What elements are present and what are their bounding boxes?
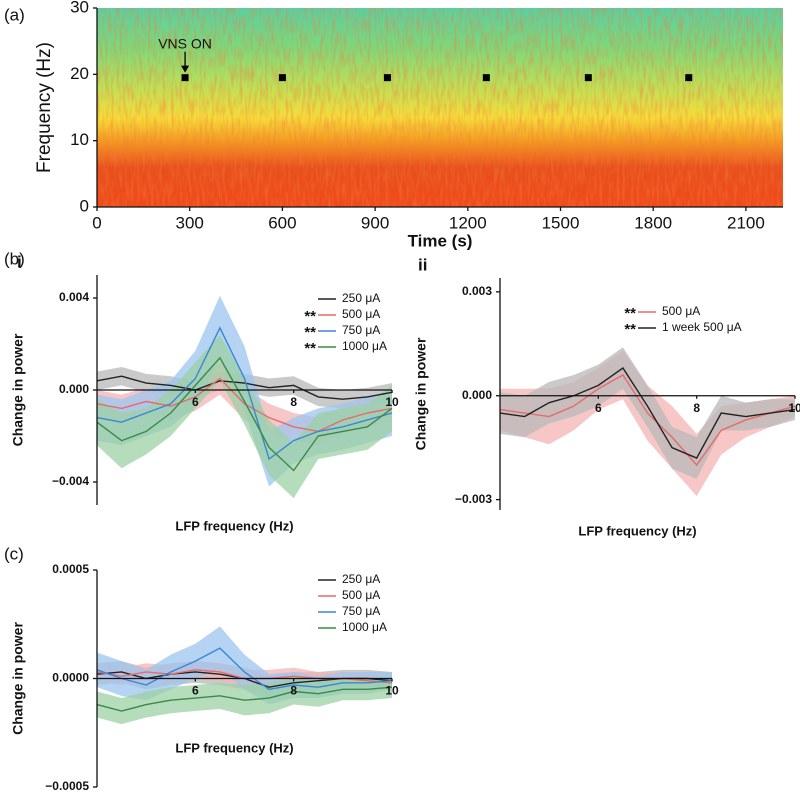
significance-mark: ** bbox=[304, 308, 316, 325]
x-axis-label: LFP frequency (Hz) bbox=[578, 523, 696, 538]
y-tick-label: −0.003 bbox=[455, 492, 492, 506]
x-tick-label: 6 bbox=[192, 395, 199, 409]
legend-label: 250 μA bbox=[342, 291, 380, 305]
significance-mark: ** bbox=[304, 340, 316, 357]
y-tick-label: 0.0000 bbox=[52, 671, 89, 685]
y-tick-label: 0.0005 bbox=[52, 562, 89, 576]
data-line bbox=[499, 367, 796, 459]
y-tick-label: −0.0005 bbox=[45, 779, 89, 792]
y-tick-label: 30 bbox=[70, 0, 89, 16]
x-tick-label: 6 bbox=[595, 401, 602, 415]
legend-label: 1000 μA bbox=[342, 339, 387, 353]
x-tick-label: 8 bbox=[290, 684, 297, 698]
significance-mark: ** bbox=[624, 305, 636, 322]
x-tick-label: 600 bbox=[268, 213, 296, 232]
x-tick-label: 10 bbox=[788, 401, 800, 415]
data-line bbox=[96, 377, 393, 433]
spectrogram-texture bbox=[97, 8, 783, 207]
y-tick-label: −0.004 bbox=[52, 474, 89, 488]
y-tick-label: 0.003 bbox=[462, 284, 492, 298]
x-tick-label: 1200 bbox=[449, 213, 487, 232]
y-axis-label: Frequency (Hz) bbox=[34, 42, 55, 173]
x-tick-label: 1500 bbox=[542, 213, 580, 232]
data-line bbox=[96, 375, 393, 400]
x-tick-label: 2100 bbox=[727, 213, 765, 232]
panel-label: (b) bbox=[4, 249, 25, 268]
x-tick-label: 10 bbox=[385, 395, 399, 409]
y-axis-label: Change in power bbox=[10, 622, 26, 735]
y-tick-label: 0.004 bbox=[59, 290, 89, 304]
legend-label: 500 μA bbox=[662, 304, 700, 318]
x-tick-label: 1800 bbox=[634, 213, 672, 232]
y-axis-label: Change in power bbox=[413, 337, 429, 450]
legend-label: 1 week 500 μA bbox=[662, 320, 742, 334]
y-tick-label: 10 bbox=[70, 130, 89, 149]
x-axis-label: Time (s) bbox=[408, 231, 473, 250]
error-band bbox=[97, 334, 392, 499]
data-line bbox=[499, 374, 796, 467]
legend-label: 500 μA bbox=[342, 588, 380, 602]
data-line bbox=[96, 326, 393, 461]
legend-label: 750 μA bbox=[342, 323, 380, 337]
vns-marker bbox=[181, 74, 189, 82]
subpanel-label: ii bbox=[418, 255, 427, 274]
data-line bbox=[96, 686, 393, 712]
legend-label: 1000 μA bbox=[342, 620, 387, 634]
data-line bbox=[96, 356, 393, 472]
y-tick-label: 20 bbox=[70, 64, 89, 83]
x-tick-label: 10 bbox=[385, 684, 399, 698]
vns-marker bbox=[584, 74, 592, 82]
annotation-arrowhead bbox=[181, 65, 190, 73]
vns-marker bbox=[278, 74, 286, 82]
legend-label: 500 μA bbox=[342, 307, 380, 321]
subpanel-label: i bbox=[17, 252, 22, 271]
vns-marker bbox=[482, 74, 490, 82]
x-tick-label: 0 bbox=[92, 213, 101, 232]
legend-label: 750 μA bbox=[342, 604, 380, 618]
legend-label: 250 μA bbox=[342, 572, 380, 586]
x-tick-label: 8 bbox=[693, 401, 700, 415]
panel-label: (c) bbox=[4, 544, 24, 563]
annotation: VNS ON bbox=[158, 35, 212, 51]
x-axis-label: LFP frequency (Hz) bbox=[175, 740, 293, 755]
significance-mark: ** bbox=[304, 324, 316, 341]
y-axis-label: Change in power bbox=[10, 333, 26, 446]
x-tick-label: 300 bbox=[176, 213, 204, 232]
data-line bbox=[96, 647, 393, 691]
x-tick-label: 8 bbox=[290, 395, 297, 409]
y-tick-label: 0.000 bbox=[59, 382, 89, 396]
vns-marker bbox=[383, 74, 391, 82]
y-tick-label: 0.000 bbox=[462, 388, 492, 402]
x-tick-label: 900 bbox=[361, 213, 389, 232]
y-tick-label: 0 bbox=[80, 196, 89, 215]
vns-marker bbox=[685, 74, 693, 82]
x-axis-label: LFP frequency (Hz) bbox=[175, 518, 293, 533]
panel-label: (a) bbox=[4, 5, 25, 24]
significance-mark: ** bbox=[624, 321, 636, 338]
x-tick-label: 6 bbox=[192, 684, 199, 698]
